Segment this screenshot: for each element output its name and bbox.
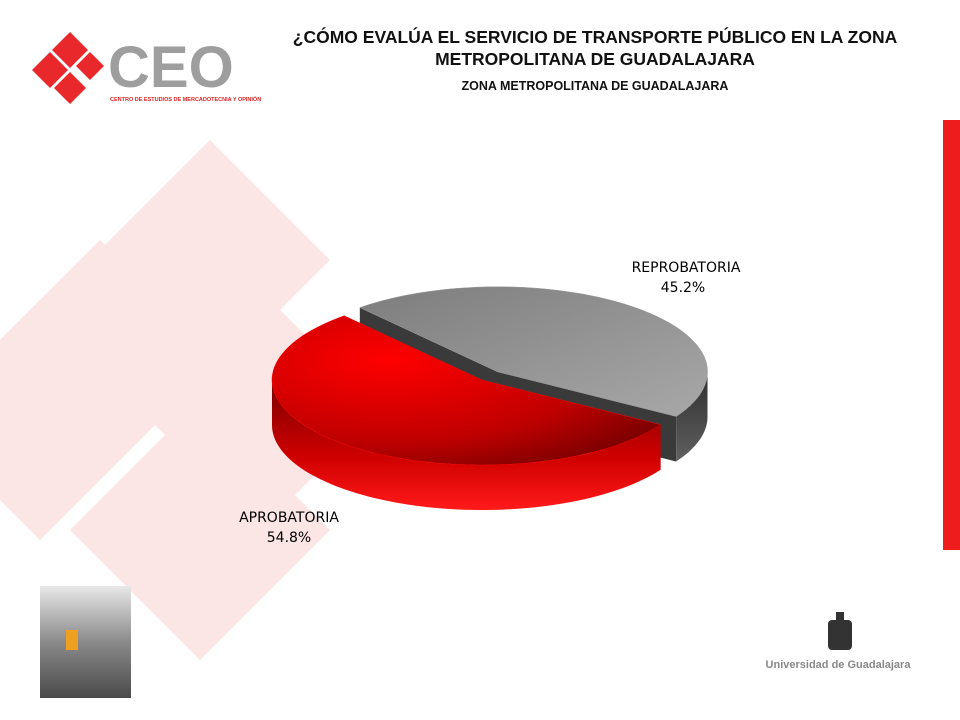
logo-name: CEO	[108, 35, 234, 100]
street-photo	[40, 586, 131, 698]
side-bar	[943, 120, 960, 550]
slice	[271, 315, 662, 510]
slice-top	[359, 286, 708, 417]
value-label: 45.2%	[661, 280, 705, 296]
udg-emblem	[828, 612, 852, 650]
chart-title: ¿CÓMO EVALÚA EL SERVICIO DE TRANSPORTE P…	[292, 27, 898, 69]
value-label: 54.8%	[267, 530, 311, 546]
udg-name: Universidad de Guadalajara	[766, 659, 912, 671]
slice-label: APROBATORIA	[239, 510, 339, 526]
chart-subtitle: ZONA METROPOLITANA DE GUADALAJARA	[461, 79, 729, 93]
slice-label: REPROBATORIA	[632, 260, 741, 276]
photo-bus	[66, 630, 78, 650]
slice-top	[271, 315, 662, 466]
pie	[271, 286, 708, 510]
slice-side	[272, 380, 661, 510]
logo-tagline: CENTRO DE ESTUDIOS DE MERCADOTECNIA Y OP…	[110, 95, 261, 103]
ceo-logo-mark	[32, 32, 104, 104]
slice-side	[676, 371, 708, 462]
